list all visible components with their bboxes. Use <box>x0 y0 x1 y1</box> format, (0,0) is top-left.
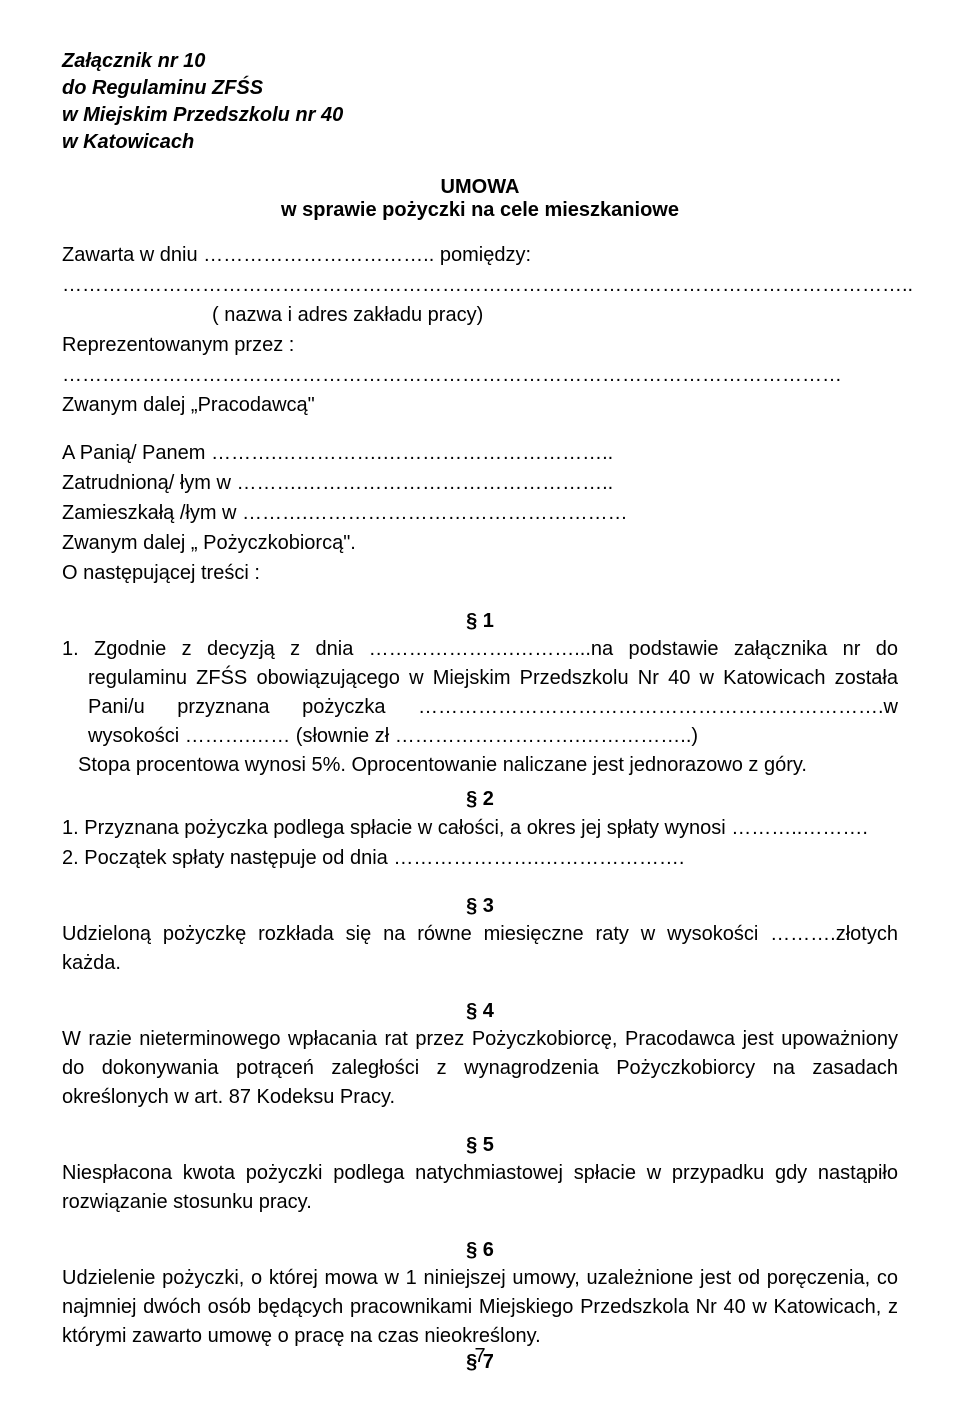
page-number: 7 <box>474 1345 485 1368</box>
document-subtitle: w sprawie pożyczki na cele mieszkaniowe <box>62 199 898 222</box>
intro-tresci: O następującej treści : <box>62 558 898 588</box>
header-line-4: w Katowicach <box>62 129 898 156</box>
section-5-mark: § 5 <box>62 1134 898 1157</box>
section-6-text: Udzielenie pożyczki, o której mowa w 1 n… <box>62 1264 898 1351</box>
section-1-stopa: Stopa procentowa wynosi 5%. Oprocentowan… <box>62 751 898 780</box>
section-4-mark: § 4 <box>62 1000 898 1023</box>
section-3-mark: § 3 <box>62 895 898 918</box>
document-title-block: UMOWA w sprawie pożyczki na cele mieszka… <box>62 176 898 222</box>
header-line-1: Załącznik nr 10 <box>62 48 898 75</box>
intro-zwanym-pozyczkobiorca: Zwanym dalej „ Pożyczkobiorcą". <box>62 528 898 558</box>
section-3-text: Udzieloną pożyczkę rozkłada się na równe… <box>62 920 898 978</box>
section-5-text: Niespłacona kwota pożyczki podlega natyc… <box>62 1159 898 1217</box>
section-4-text: W razie nieterminowego wpłacania rat prz… <box>62 1025 898 1112</box>
intro-zatrudniona: Zatrudnioną/ łym w ……….……………………………………….. <box>62 468 898 498</box>
intro-dots-2: ……………………………………………………………………………………………………… <box>62 360 898 390</box>
section-2-mark: § 2 <box>62 788 898 811</box>
section-1-mark: § 1 <box>62 610 898 633</box>
intro-dots-1: …………………………………………………………………………………………………………… <box>62 270 898 300</box>
section-1-item-1: 1. Zgodnie z decyzją z dnia ………………….……….… <box>62 635 898 751</box>
section-6-mark: § 6 <box>62 1239 898 1262</box>
intro-zawarta: Zawarta w dniu …………………………….. pomiędzy: <box>62 240 898 270</box>
section-2-item-2: 2. Początek spłaty następuje od dnia ………… <box>62 843 898 873</box>
section-2-item-1: 1. Przyznana pożyczka podlega spłacie w … <box>62 813 898 843</box>
document-title: UMOWA <box>62 176 898 199</box>
intro-block: Zawarta w dniu …………………………….. pomiędzy: …… <box>62 240 898 588</box>
intro-panem: A Panią/ Panem ……….…………….…………………………….. <box>62 438 898 468</box>
intro-zamieszkala: Zamieszkałą /łym w ……….………………………………………… <box>62 498 898 528</box>
intro-zwanym-pracodawca: Zwanym dalej „Pracodawcą" <box>62 390 898 420</box>
intro-repr: Reprezentowanym przez : <box>62 330 898 360</box>
header-line-2: do Regulaminu ZFŚS <box>62 75 898 102</box>
attachment-header: Załącznik nr 10 do Regulaminu ZFŚS w Mie… <box>62 48 898 156</box>
intro-nazwa: ( nazwa i adres zakładu pracy) <box>62 300 898 330</box>
header-line-3: w Miejskim Przedszkolu nr 40 <box>62 102 898 129</box>
